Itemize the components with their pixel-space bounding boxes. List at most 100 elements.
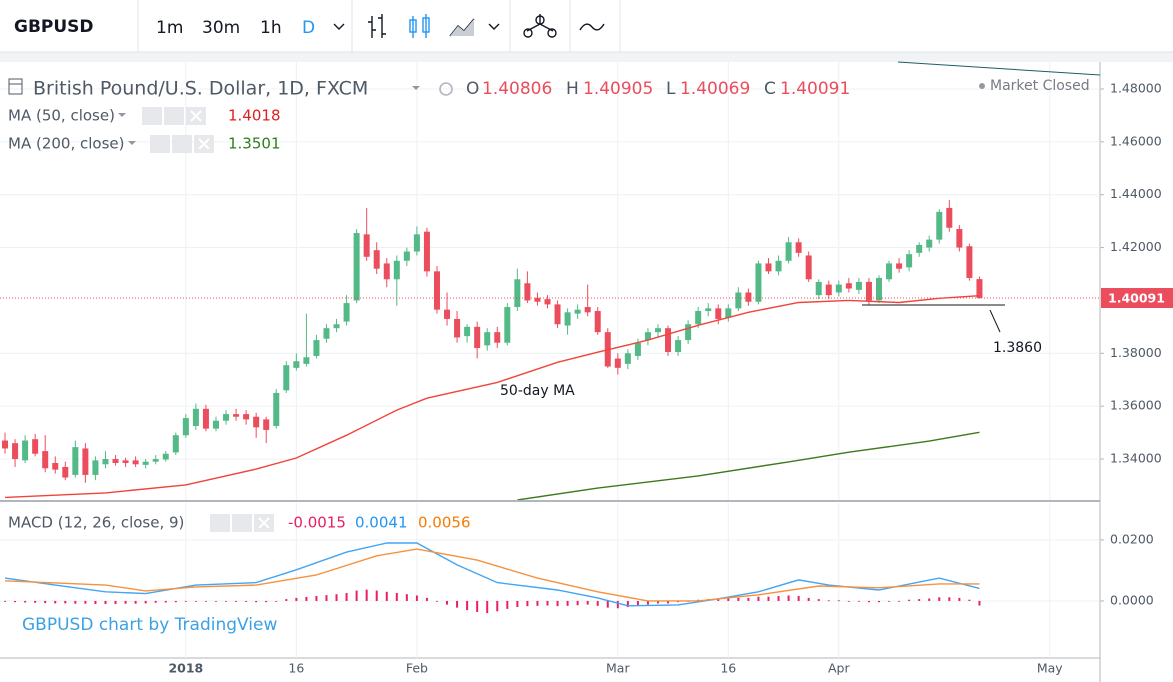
candle-body xyxy=(936,211,943,240)
candle-body xyxy=(363,234,370,257)
candle-body xyxy=(162,453,169,460)
indicators-icon-dot xyxy=(523,28,533,38)
histogram-bar xyxy=(888,600,891,602)
candle-body xyxy=(594,311,601,333)
interval[interactable]: 1h xyxy=(260,18,282,38)
interval-active[interactable]: D xyxy=(302,18,315,38)
x-tick-label: 2018 xyxy=(168,661,203,676)
histogram-bar xyxy=(164,600,167,603)
candle-body xyxy=(313,340,320,356)
settings-button[interactable] xyxy=(164,107,184,125)
candle-body xyxy=(956,229,963,248)
indicator-menu[interactable] xyxy=(128,141,136,145)
bars-icon[interactable] xyxy=(368,14,386,38)
histogram-bar xyxy=(114,600,117,604)
indicator-value: 1.4018 xyxy=(228,107,281,125)
candle-body xyxy=(634,342,641,356)
indicator-title: MACD (12, 26, close, 9) xyxy=(8,514,184,532)
candle-body xyxy=(685,324,692,341)
histogram-bar xyxy=(124,600,127,604)
candles-icon-body xyxy=(409,19,417,33)
candle-body xyxy=(373,250,380,269)
histogram-bar xyxy=(24,600,27,603)
candle-body xyxy=(2,440,9,449)
style-menu[interactable] xyxy=(488,23,500,30)
histogram-bar xyxy=(636,600,639,606)
candle-body xyxy=(333,324,340,329)
indicator-value: 0.0041 xyxy=(355,514,408,532)
histogram-bar xyxy=(476,600,479,612)
indicator-menu[interactable] xyxy=(118,113,126,117)
candle-body xyxy=(102,459,109,465)
candle-body xyxy=(815,281,822,296)
interval-menu[interactable] xyxy=(333,23,345,30)
indicator-line xyxy=(4,542,980,607)
histogram-bar xyxy=(747,597,750,601)
series-menu[interactable] xyxy=(412,86,420,90)
candle-body xyxy=(423,231,430,272)
compare-icon[interactable] xyxy=(579,23,605,31)
candle-body xyxy=(745,292,752,302)
candle-body xyxy=(795,242,802,253)
candle-body xyxy=(353,233,360,301)
candle-body xyxy=(875,277,882,301)
histogram-bar xyxy=(857,600,860,602)
candle-body xyxy=(343,303,350,322)
candle-body xyxy=(665,328,672,352)
histogram-bar xyxy=(425,597,428,601)
main-series-title: British Pound/U.S. Dollar, 1D, FXCM xyxy=(33,78,368,100)
histogram-bar xyxy=(395,593,398,601)
candle-body xyxy=(22,440,29,461)
annotation: 1.3860 xyxy=(993,340,1042,356)
candle-body xyxy=(122,460,129,463)
histogram-bar xyxy=(948,597,951,601)
histogram-bar xyxy=(305,596,308,601)
histogram-bar xyxy=(54,600,57,604)
ohlc-value: 1.40806 xyxy=(482,79,552,99)
settings-button[interactable] xyxy=(172,135,192,153)
histogram-bar xyxy=(64,600,67,604)
histogram-bar xyxy=(556,600,559,607)
candle-body xyxy=(654,328,661,333)
macd-pane xyxy=(4,542,981,614)
histogram-bar xyxy=(435,600,438,602)
y-tick-label: 1.44000 xyxy=(1110,186,1162,201)
histogram-bar xyxy=(586,600,589,605)
candle-body xyxy=(725,308,732,318)
interval[interactable]: 30m xyxy=(202,18,240,38)
ohlc-value: 1.40091 xyxy=(780,79,850,99)
histogram-bar xyxy=(385,591,388,601)
settings-button[interactable] xyxy=(232,514,252,532)
histogram-bar xyxy=(837,600,840,602)
histogram-bar xyxy=(405,594,408,601)
candle-body xyxy=(624,353,631,364)
area-icon-fill xyxy=(450,19,474,36)
histogram-bar xyxy=(345,593,348,601)
histogram-bar xyxy=(867,600,870,603)
candle-body xyxy=(212,420,219,429)
candle-body xyxy=(253,416,260,428)
histogram-bar xyxy=(496,600,499,612)
symbol[interactable]: GBPUSD xyxy=(14,17,94,37)
eye-icon[interactable] xyxy=(439,82,453,96)
histogram-bar xyxy=(355,590,358,601)
eye-button[interactable] xyxy=(142,107,162,125)
candle-body xyxy=(735,292,742,309)
histogram-bar xyxy=(797,596,800,601)
collapse-icon[interactable] xyxy=(8,78,23,95)
candle-body xyxy=(675,340,682,352)
histogram-bar xyxy=(184,600,187,602)
candle-body xyxy=(614,358,621,368)
indicator-line xyxy=(517,431,980,500)
interval[interactable]: 1m xyxy=(156,18,183,38)
y-tick-label: 1.38000 xyxy=(1110,345,1162,360)
histogram-bar xyxy=(506,600,509,609)
histogram-bar xyxy=(375,590,378,601)
eye-button[interactable] xyxy=(210,514,230,532)
candle-body xyxy=(182,418,189,436)
eye-button[interactable] xyxy=(150,135,170,153)
candle-body xyxy=(233,414,240,417)
histogram-bar xyxy=(827,600,830,602)
candle-body xyxy=(715,308,722,319)
